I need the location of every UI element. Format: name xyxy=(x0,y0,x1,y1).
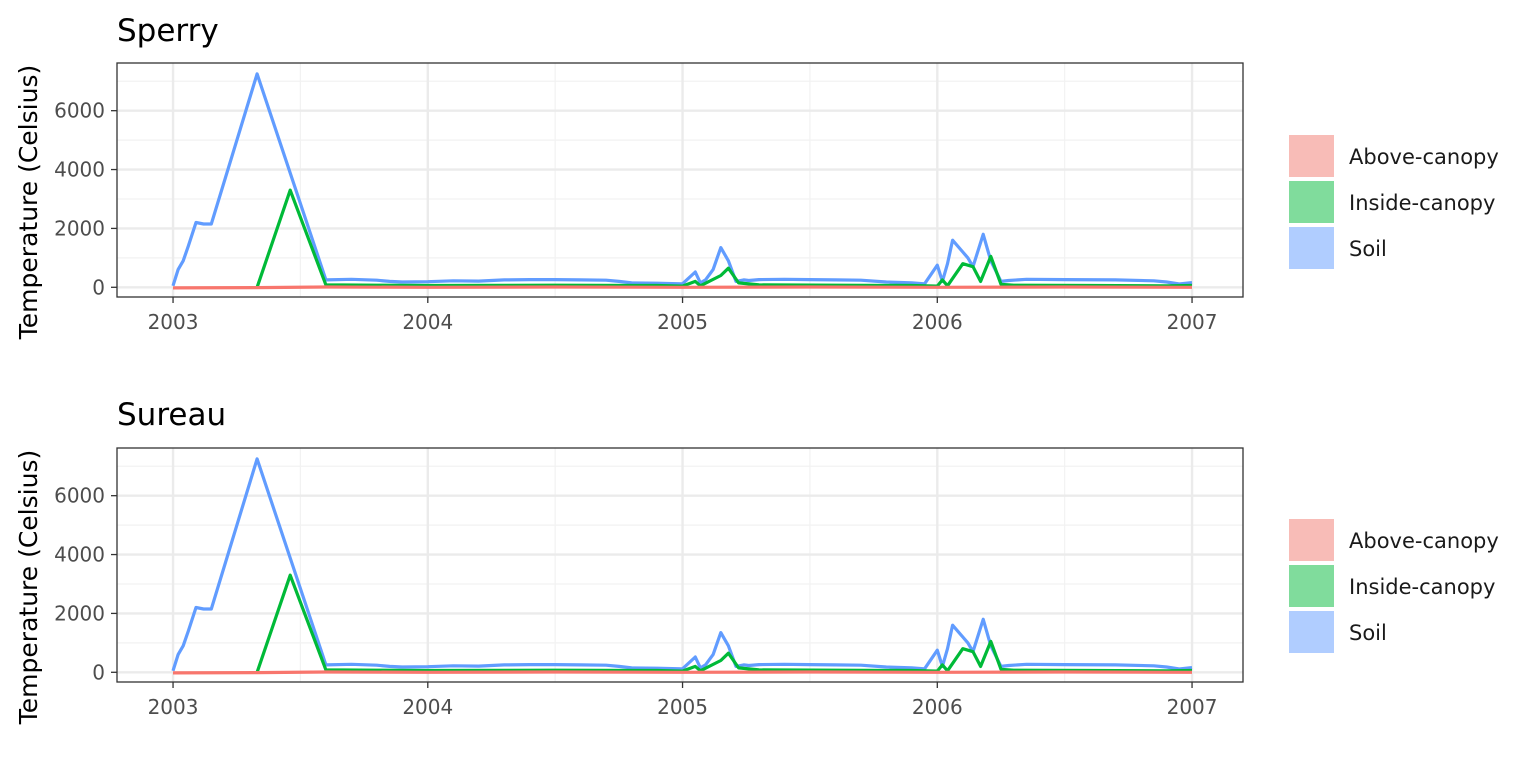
legend-label: Soil xyxy=(1349,237,1387,261)
y-tick-label: 4000 xyxy=(54,158,105,182)
legend-key-soil xyxy=(1289,611,1334,653)
y-axis-label: Temperature (Celsius) xyxy=(14,450,43,725)
plot-border xyxy=(116,447,1244,683)
x-tick-label: 2003 xyxy=(148,695,199,719)
legend: Above-canopy Inside-canopy Soil xyxy=(1289,519,1499,653)
series-line-above-canopy xyxy=(172,670,1193,675)
series-line-soil xyxy=(171,457,1193,672)
plot-border xyxy=(116,62,1244,298)
y-axis-label: Temperature (Celsius) xyxy=(14,65,43,340)
x-tick-label: 2007 xyxy=(1167,310,1218,334)
y-tick-label: 0 xyxy=(92,275,105,299)
series-line-inside-canopy xyxy=(255,188,1193,288)
y-tick-label: 0 xyxy=(92,660,105,684)
legend-label: Inside-canopy xyxy=(1349,191,1495,215)
legend-key-soil xyxy=(1289,227,1334,269)
legend-label: Above-canopy xyxy=(1349,529,1499,553)
legend-key-above-canopy xyxy=(1289,519,1334,561)
x-tick-label: 2007 xyxy=(1167,695,1218,719)
legend-label: Soil xyxy=(1349,621,1387,645)
y-tick-label: 2000 xyxy=(54,601,105,625)
chart-title: Sureau xyxy=(117,397,226,433)
legend: Above-canopy Inside-canopy Soil xyxy=(1289,135,1499,269)
y-tick-label: 6000 xyxy=(54,99,105,123)
plot-background xyxy=(117,448,1243,682)
x-tick-label: 2003 xyxy=(148,310,199,334)
chart-panel-sperry: 2003 2004 2005 2006 2007 0 2000 4000 6000 Sperry T… xyxy=(14,13,1499,340)
x-tick-label: 2005 xyxy=(657,695,708,719)
y-tick-label: 6000 xyxy=(54,484,105,508)
series-line-inside-canopy xyxy=(255,573,1193,673)
x-tick-label: 2006 xyxy=(912,695,963,719)
x-tick-label: 2004 xyxy=(402,695,453,719)
y-tick-label: 2000 xyxy=(54,216,105,240)
x-tick-label: 2005 xyxy=(657,310,708,334)
series-line-above-canopy xyxy=(172,285,1193,290)
legend-key-inside-canopy xyxy=(1289,565,1334,607)
legend-label: Inside-canopy xyxy=(1349,575,1495,599)
plot-background xyxy=(117,63,1243,297)
legend-key-above-canopy xyxy=(1289,135,1334,177)
chart-title: Sperry xyxy=(117,13,219,49)
legend-label: Above-canopy xyxy=(1349,145,1499,169)
chart-panel-sureau: 2003 2004 2005 2006 2007 0 2000 4000 6000 Sureau T… xyxy=(14,397,1499,725)
x-tick-label: 2004 xyxy=(402,310,453,334)
x-tick-label: 2006 xyxy=(912,310,963,334)
y-tick-label: 4000 xyxy=(54,543,105,567)
legend-key-inside-canopy xyxy=(1289,181,1334,223)
series-line-soil xyxy=(171,72,1193,287)
